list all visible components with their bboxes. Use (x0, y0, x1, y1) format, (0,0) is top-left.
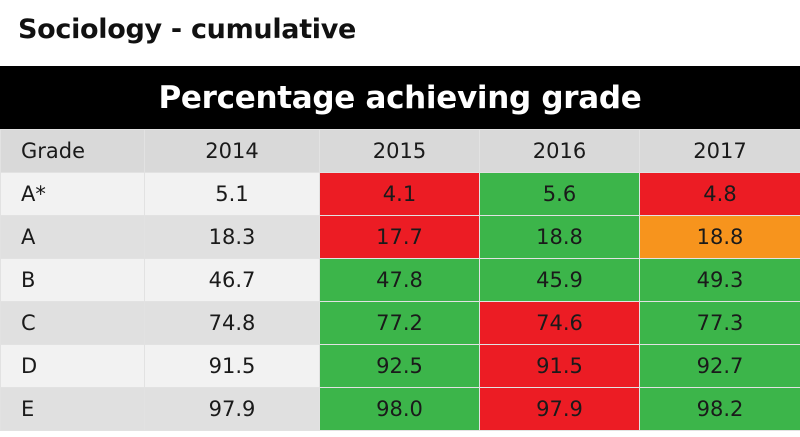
value-cell: 47.8 (319, 258, 480, 302)
page-title: Sociology - cumulative (18, 14, 357, 45)
table-row: E 97.9 98.0 97.9 98.2 (0, 387, 800, 431)
header-2016: 2016 (479, 129, 640, 173)
value-cell: 18.8 (479, 215, 640, 259)
table-row: D 91.5 92.5 91.5 92.7 (0, 344, 800, 388)
value-cell: 5.6 (479, 172, 640, 216)
value-cell: 74.6 (479, 301, 640, 345)
value-cell: 92.5 (319, 344, 480, 388)
table-row: C 74.8 77.2 74.6 77.3 (0, 301, 800, 345)
header-2017: 2017 (639, 129, 800, 173)
grade-cell: B (0, 258, 145, 302)
grade-table: Grade 2014 2015 2016 2017 A* 5.1 4.1 5.6… (0, 129, 800, 431)
grade-cell: A (0, 215, 145, 259)
table-row: A 18.3 17.7 18.8 18.8 (0, 215, 800, 259)
table-row: A* 5.1 4.1 5.6 4.8 (0, 172, 800, 216)
header-2015: 2015 (319, 129, 480, 173)
value-cell: 18.8 (639, 215, 800, 259)
value-cell: 5.1 (144, 172, 320, 216)
value-cell: 97.9 (144, 387, 320, 431)
value-cell: 92.7 (639, 344, 800, 388)
value-cell: 45.9 (479, 258, 640, 302)
table-banner: Percentage achieving grade (0, 66, 800, 129)
value-cell: 49.3 (639, 258, 800, 302)
value-cell: 74.8 (144, 301, 320, 345)
header-grade: Grade (0, 129, 145, 173)
header-row: Grade 2014 2015 2016 2017 (0, 129, 800, 173)
value-cell: 46.7 (144, 258, 320, 302)
value-cell: 98.0 (319, 387, 480, 431)
value-cell: 91.5 (479, 344, 640, 388)
table-row: B 46.7 47.8 45.9 49.3 (0, 258, 800, 302)
value-cell: 17.7 (319, 215, 480, 259)
value-cell: 4.1 (319, 172, 480, 216)
value-cell: 77.3 (639, 301, 800, 345)
banner-label: Percentage achieving grade (158, 79, 642, 116)
value-cell: 97.9 (479, 387, 640, 431)
grade-cell: E (0, 387, 145, 431)
value-cell: 91.5 (144, 344, 320, 388)
value-cell: 4.8 (639, 172, 800, 216)
value-cell: 77.2 (319, 301, 480, 345)
grade-cell: C (0, 301, 145, 345)
value-cell: 98.2 (639, 387, 800, 431)
grade-cell: A* (0, 172, 145, 216)
header-2014: 2014 (144, 129, 320, 173)
value-cell: 18.3 (144, 215, 320, 259)
grade-cell: D (0, 344, 145, 388)
